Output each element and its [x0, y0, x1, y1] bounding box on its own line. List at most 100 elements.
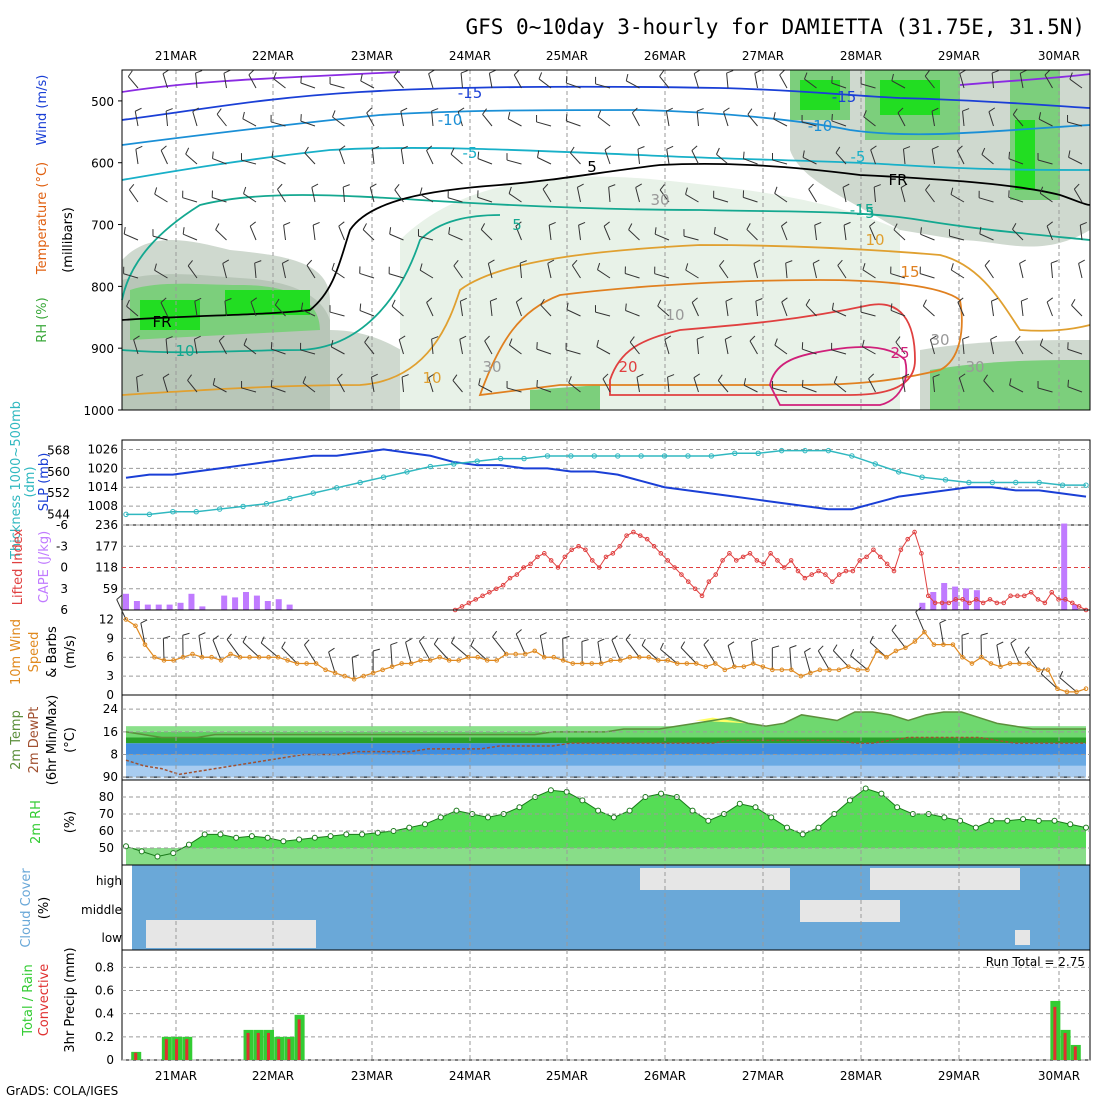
y-axis-label-thickness: Thickness 1000~500mb	[9, 401, 24, 560]
li-point	[967, 600, 972, 606]
wind-barb-flag	[779, 69, 785, 76]
wind-barb-flag	[332, 110, 336, 118]
wind-barb-flag	[223, 69, 231, 74]
li-point	[631, 529, 636, 535]
li-point	[658, 551, 664, 556]
wind-barb-flag	[746, 223, 751, 230]
rh-point	[846, 797, 853, 804]
wind-barb	[542, 189, 552, 203]
wind-speed-point	[741, 664, 747, 669]
wind-barb-flag	[891, 624, 897, 631]
wind-barb-flag	[165, 336, 173, 340]
rh-point	[437, 814, 444, 821]
li-point	[487, 589, 492, 595]
y-tick-label: 900	[91, 342, 114, 356]
temp-tick-label: 90	[103, 770, 118, 784]
rh-point	[862, 785, 869, 792]
wind-barb	[1019, 73, 1024, 89]
wind-barb	[1068, 156, 1083, 165]
wind-speed-point	[865, 667, 870, 673]
cloud-high-block	[870, 868, 1020, 890]
thickness-point	[451, 461, 457, 467]
wind-barb-flag	[433, 637, 439, 645]
wind-barb	[509, 344, 522, 355]
wind-barb-flag	[664, 335, 672, 341]
wind-barb	[725, 301, 729, 317]
wind-barb-flag	[1015, 335, 1021, 342]
thickness-point	[825, 447, 832, 454]
thickness-point	[193, 509, 199, 515]
wind-speed-point	[503, 651, 509, 657]
date-label: 21MAR	[155, 1069, 197, 1083]
li-point	[816, 568, 821, 574]
wind-barb	[939, 622, 944, 645]
wind-speed-point	[437, 654, 442, 660]
li-point	[877, 554, 883, 560]
wind-barb-flag	[306, 259, 313, 266]
wind-barb-flag	[480, 223, 486, 230]
wind-barb	[1067, 121, 1083, 127]
thickness-point	[732, 450, 738, 456]
wind-barb-flag	[657, 299, 662, 307]
cape-bar	[144, 604, 151, 610]
wind-barb	[666, 149, 670, 165]
li-point	[884, 561, 890, 567]
y-axis-label-wind: 10m Wind	[9, 619, 24, 685]
wind-speed-point	[418, 658, 423, 663]
wind-barb	[773, 118, 788, 127]
contour-label: -15	[458, 84, 483, 102]
wind-barb-flag	[636, 373, 644, 378]
wind-barb-flag	[492, 630, 498, 638]
wind-barb-flag	[489, 69, 496, 74]
wind-barb-flag	[160, 145, 167, 151]
wind-speed-point	[1045, 667, 1051, 673]
wind-barb-flag	[249, 221, 257, 227]
wind-barb	[271, 348, 286, 355]
wind-speed-point	[579, 661, 585, 666]
slp-tick-label: 1020	[87, 461, 118, 475]
panel-frame	[121, 69, 1091, 411]
wind-speed-point	[1064, 689, 1070, 695]
wind-barb	[470, 645, 488, 661]
thickness-point	[591, 453, 597, 459]
wind-barb	[342, 187, 345, 203]
y-axis-label-wind: Wind (m/s)	[35, 75, 50, 146]
wind-barb-flag	[398, 335, 406, 341]
wind-barb	[260, 642, 279, 658]
wind-barb-flag	[577, 183, 584, 188]
wind-barb-flag	[182, 632, 190, 636]
rh-shade	[1015, 120, 1035, 190]
wind-barb-flag	[611, 635, 618, 641]
wind-barb-flag	[895, 336, 901, 343]
wind-barb	[804, 651, 811, 674]
wind-speed-point	[770, 667, 775, 673]
temperature-contour	[121, 244, 1091, 396]
thickness-point	[310, 490, 317, 496]
wind-barb-flag	[924, 70, 930, 77]
wind-barb	[1046, 225, 1053, 241]
wind-barb-flag	[401, 145, 408, 150]
li-point	[864, 554, 869, 560]
contour-label: 30	[650, 191, 669, 209]
wind-barb	[991, 73, 994, 89]
cape-tick-label: 118	[95, 561, 118, 575]
wind-barb-flag	[360, 74, 363, 82]
wind-barb	[213, 384, 227, 393]
wind-speed-point	[427, 658, 433, 663]
contour-label: -15	[850, 201, 875, 219]
wind-barb	[302, 382, 316, 393]
thickness-point	[989, 479, 996, 486]
wind-barb	[1019, 263, 1024, 279]
wind-barb-flag	[696, 108, 704, 112]
wind-barb-flag	[508, 186, 512, 194]
wind-barb-flag	[116, 594, 123, 600]
wind-barb	[860, 83, 876, 89]
li-point	[823, 572, 828, 577]
wind-barb-flag	[359, 303, 362, 311]
wind-speed-point	[370, 670, 376, 676]
wind-barb	[242, 641, 260, 658]
thickness-point	[778, 447, 785, 454]
wind-barb-flag	[631, 107, 638, 114]
wind-barb	[988, 111, 994, 127]
li-point	[535, 554, 540, 560]
